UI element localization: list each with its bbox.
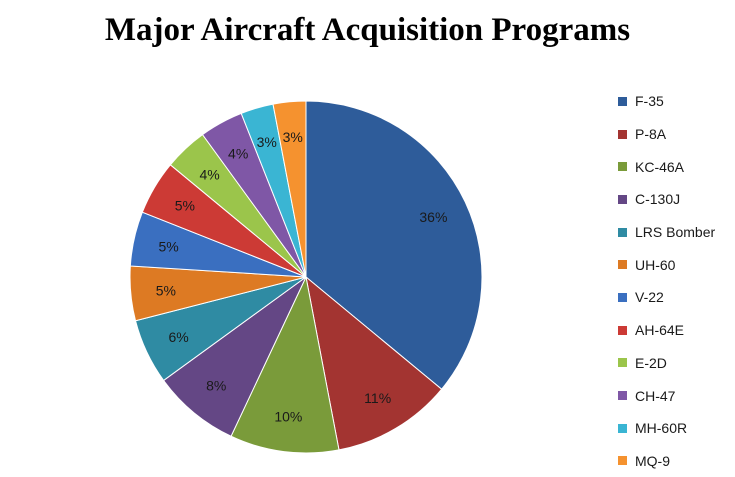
data-label: 5% [158,238,178,254]
legend-swatch [618,423,627,433]
legend-item: P-8A [618,118,715,151]
legend-item: UH-60 [618,248,715,281]
chart-title: Major Aircraft Acquisition Programs [104,12,631,48]
legend-swatch [618,96,627,106]
legend-item: LRS Bomber [618,216,715,249]
legend-label: LRS Bomber [635,224,716,241]
legend-label: E-2D [635,354,667,371]
legend-label: KC-46A [635,158,685,175]
legend-item: MH-60R [618,412,715,445]
legend-swatch [618,358,627,368]
pie-slice-kc-46a [230,275,340,454]
data-label: 3% [283,129,303,145]
data-label: 10% [274,409,302,425]
legend-swatch [618,129,627,139]
legend-swatch [618,456,627,466]
pie-slice-mq-9 [272,100,307,278]
legend-label: V-22 [635,289,664,306]
legend-label: AH-64E [635,322,685,339]
pie-slice-f-35 [305,100,483,390]
legend-swatch [618,325,627,335]
pie-slice-c-130j [162,276,307,437]
legend-item: KC-46A [618,150,715,183]
data-label: 3% [257,134,277,150]
data-label: 6% [168,329,188,345]
legend-label: C-130J [635,191,681,208]
data-label: 11% [364,390,391,406]
legend-swatch [618,194,627,204]
data-label: 5% [175,197,195,213]
legend-item: F-35 [618,85,715,118]
legend-item: MQ-9 [618,445,715,477]
pie-slice-p-8a [305,275,443,451]
data-label: 8% [206,377,226,393]
legend-swatch [618,391,627,401]
legend-label: MH-60R [635,420,688,437]
legend-item: V-22 [618,281,715,314]
data-label: 4% [228,146,248,162]
data-label: 36% [419,209,447,225]
data-label: 4% [199,166,219,182]
legend-swatch [618,227,627,237]
legend-label: CH-47 [635,387,676,404]
legend-item: E-2D [618,347,715,380]
legend-label: F-35 [635,93,664,110]
legend-item: AH-64E [618,314,715,347]
legend-swatch [618,292,627,302]
legend-label: MQ-9 [635,452,670,469]
legend-swatch [618,162,627,172]
legend: F-35 P-8A KC-46A C-130J LRS Bomber UH-60 V-22 A… [618,85,715,477]
legend-label: UH-60 [635,256,676,273]
legend-swatch [618,260,627,270]
legend-label: P-8A [635,126,667,143]
legend-item: C-130J [618,183,715,216]
legend-item: CH-47 [618,379,715,412]
data-label: 5% [156,282,176,298]
